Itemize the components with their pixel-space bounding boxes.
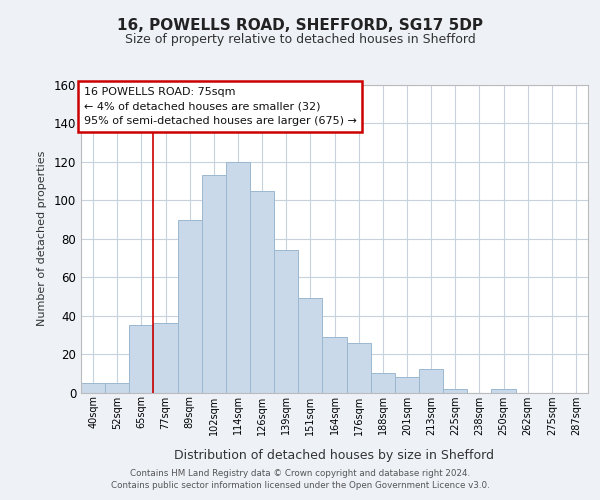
Bar — [395, 377, 419, 392]
Text: Contains public sector information licensed under the Open Government Licence v3: Contains public sector information licen… — [110, 481, 490, 490]
Text: 16 POWELLS ROAD: 75sqm
← 4% of detached houses are smaller (32)
95% of semi-deta: 16 POWELLS ROAD: 75sqm ← 4% of detached … — [83, 86, 356, 126]
Bar — [347, 342, 371, 392]
Bar — [226, 162, 250, 392]
Text: Size of property relative to detached houses in Shefford: Size of property relative to detached ho… — [125, 32, 475, 46]
Bar — [250, 190, 274, 392]
Bar — [202, 176, 226, 392]
Bar — [322, 337, 347, 392]
Bar — [491, 388, 515, 392]
Bar — [129, 325, 154, 392]
Y-axis label: Number of detached properties: Number of detached properties — [37, 151, 47, 326]
Text: Contains HM Land Registry data © Crown copyright and database right 2024.: Contains HM Land Registry data © Crown c… — [130, 469, 470, 478]
X-axis label: Distribution of detached houses by size in Shefford: Distribution of detached houses by size … — [175, 448, 494, 462]
Bar — [443, 388, 467, 392]
Bar — [371, 374, 395, 392]
Bar — [298, 298, 322, 392]
Bar — [154, 324, 178, 392]
Bar — [419, 370, 443, 392]
Bar — [274, 250, 298, 392]
Bar — [178, 220, 202, 392]
Bar — [105, 383, 129, 392]
Bar — [81, 383, 105, 392]
Text: 16, POWELLS ROAD, SHEFFORD, SG17 5DP: 16, POWELLS ROAD, SHEFFORD, SG17 5DP — [117, 18, 483, 32]
